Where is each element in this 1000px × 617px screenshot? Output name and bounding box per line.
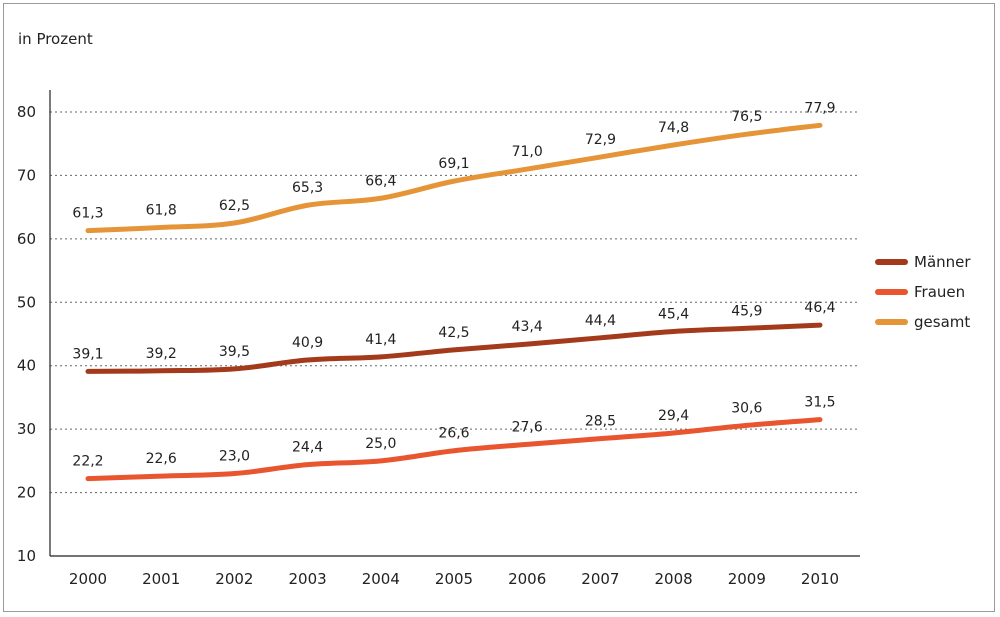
y-tick-label: 80 xyxy=(17,103,36,121)
data-label: 39,2 xyxy=(146,346,177,362)
data-label: 74,8 xyxy=(658,120,689,136)
data-label: 27,6 xyxy=(512,419,543,435)
data-label: 45,4 xyxy=(658,306,689,322)
x-tick-label: 2007 xyxy=(581,570,619,588)
legend-label: Männer xyxy=(914,253,971,271)
data-label: 44,4 xyxy=(585,313,616,329)
legend: Männer Frauen gesamt xyxy=(875,253,971,331)
data-label: 43,4 xyxy=(512,319,543,335)
data-label: 61,3 xyxy=(72,206,103,222)
y-tick-label: 10 xyxy=(17,547,36,565)
data-label: 22,2 xyxy=(72,454,103,470)
chart-frame xyxy=(3,3,995,612)
x-tick-label: 2008 xyxy=(655,570,693,588)
data-label: 30,6 xyxy=(731,400,762,416)
data-label: 62,5 xyxy=(219,198,250,214)
series-lines xyxy=(85,122,823,482)
data-label: 22,6 xyxy=(146,451,177,467)
y-tick-label: 70 xyxy=(17,166,36,184)
y-tick-label: 40 xyxy=(17,357,36,375)
data-labels: 39,1 39,2 39,5 40,9 41,4 42,5 43,4 44,4 45,4 45,9… xyxy=(72,100,835,469)
data-label: 46,4 xyxy=(804,300,835,316)
data-label: 41,4 xyxy=(365,332,396,348)
data-label: 65,3 xyxy=(292,180,323,196)
data-label: 39,1 xyxy=(72,346,103,362)
data-label: 76,5 xyxy=(731,109,762,125)
data-label: 45,9 xyxy=(731,303,762,319)
x-tick-label: 2002 xyxy=(215,570,253,588)
x-tick-label: 2003 xyxy=(289,570,327,588)
data-label: 42,5 xyxy=(438,325,469,341)
x-tick-label: 2000 xyxy=(69,570,107,588)
legend-label: gesamt xyxy=(914,313,970,331)
series-line-Frauen xyxy=(85,417,823,482)
data-label: 25,0 xyxy=(365,436,396,452)
data-label: 24,4 xyxy=(292,440,323,456)
data-label: 61,8 xyxy=(146,202,177,218)
y-tick-label: 50 xyxy=(17,293,36,311)
legend-label: Frauen xyxy=(914,283,965,301)
data-label: 66,4 xyxy=(365,173,396,189)
x-tick-label: 2010 xyxy=(801,570,839,588)
series-line-Männer xyxy=(85,322,823,374)
y-tick-label: 20 xyxy=(17,484,36,502)
y-tick-label: 60 xyxy=(17,230,36,248)
data-label: 77,9 xyxy=(804,100,835,116)
data-label: 39,5 xyxy=(219,344,250,360)
data-label: 40,9 xyxy=(292,335,323,351)
y-axis-unit-label: in Prozent xyxy=(18,30,93,48)
y-tick-label: 30 xyxy=(17,420,36,438)
data-label: 28,5 xyxy=(585,414,616,430)
x-axis-ticks: 2000 2001 2002 2003 2004 2005 2006 2007 2008 2009… xyxy=(69,570,839,588)
series-line-gesamt xyxy=(85,122,823,234)
data-label: 72,9 xyxy=(585,132,616,148)
x-tick-label: 2009 xyxy=(728,570,766,588)
x-tick-label: 2004 xyxy=(362,570,400,588)
data-label: 23,0 xyxy=(219,449,250,465)
data-label: 29,4 xyxy=(658,408,689,424)
y-axis-ticks: 10 20 30 40 50 60 70 80 xyxy=(17,103,36,565)
x-tick-label: 2001 xyxy=(142,570,180,588)
x-tick-label: 2006 xyxy=(508,570,546,588)
data-label: 31,5 xyxy=(804,395,835,411)
data-label: 69,1 xyxy=(438,156,469,172)
data-label: 71,0 xyxy=(512,144,543,160)
x-tick-label: 2005 xyxy=(435,570,473,588)
data-label: 26,6 xyxy=(438,426,469,442)
